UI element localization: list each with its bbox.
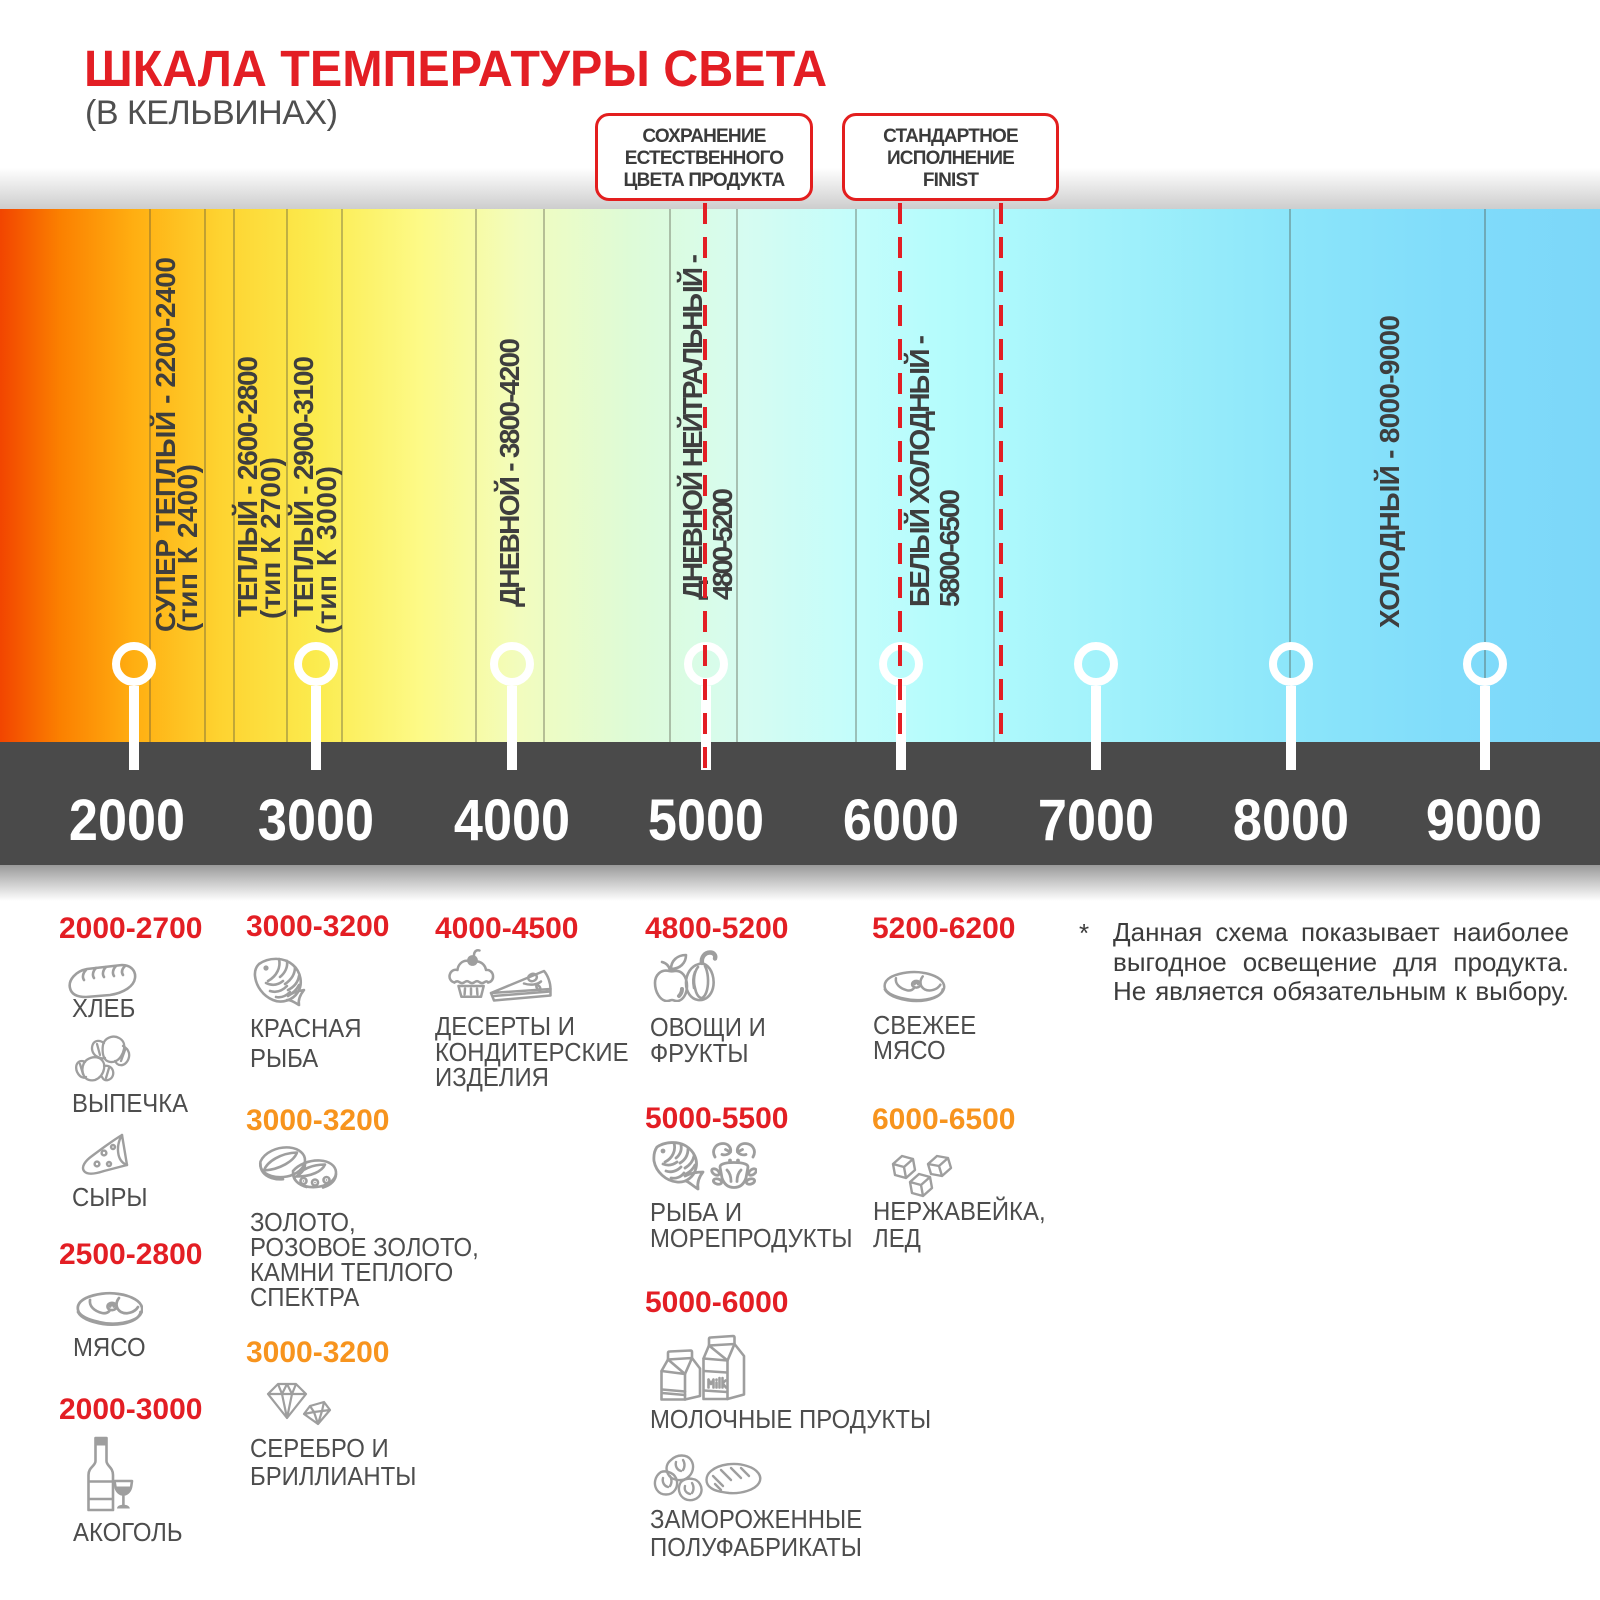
svg-text:ТЕПЛЫЙ - 2600-2800: ТЕПЛЫЙ - 2600-2800 [231,356,263,617]
svg-text:(тип К 2700): (тип К 2700) [255,457,286,619]
svg-text:ХОЛОДНЫЙ - 8000-9000: ХОЛОДНЫЙ - 8000-9000 [1373,315,1405,628]
svg-text:БЕЛЫЙ ХОЛОДНЫЙ -: БЕЛЫЙ ХОЛОДНЫЙ - [903,335,935,607]
svg-text:СУПЕР ТЕПЛЫЙ - 2200-2400: СУПЕР ТЕПЛЫЙ - 2200-2400 [149,257,181,632]
svg-text:5800-6500: 5800-6500 [934,489,965,607]
svg-text:ДНЕВНОЙ - 3800-4200: ДНЕВНОЙ - 3800-4200 [493,338,525,607]
svg-text:(тип К 2400): (тип К 2400) [172,464,203,632]
svg-text:ТЕПЛЫЙ - 2900-3100: ТЕПЛЫЙ - 2900-3100 [287,356,319,617]
svg-text:(тип К 3000): (тип К 3000) [311,466,342,634]
svg-text:4800-5200: 4800-5200 [707,488,738,600]
svg-text:ДНЕВНОЙ НЕЙТРАЛЬНЫЙ -: ДНЕВНОЙ НЕЙТРАЛЬНЫЙ - [676,254,708,600]
